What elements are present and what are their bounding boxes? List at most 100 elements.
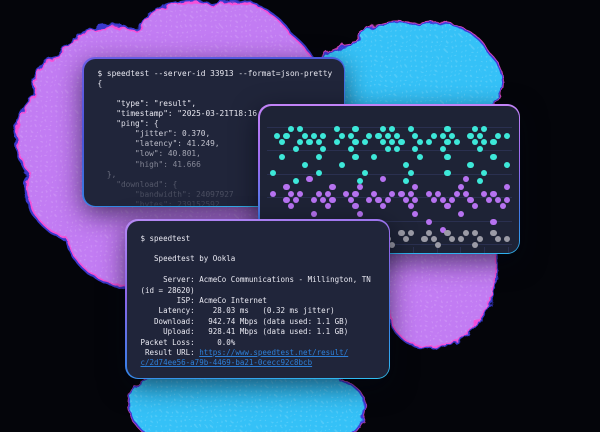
chart-dot-cyan xyxy=(333,138,341,145)
chart-dot-cyan xyxy=(494,132,502,139)
chart-dot-purple xyxy=(407,202,414,209)
chart-dot-purple xyxy=(379,202,387,209)
chart-dot-cyan xyxy=(301,161,309,168)
chart-dot-purple xyxy=(453,190,460,197)
chart-dot-purple xyxy=(425,190,433,197)
chart-dot-gray xyxy=(402,235,410,242)
chart-dot-purple xyxy=(343,190,350,197)
chart-dot-purple xyxy=(471,202,479,209)
chart-axis-tick xyxy=(507,246,509,253)
chart-dot-cyan xyxy=(384,145,391,152)
chart-dot-cyan xyxy=(425,138,433,145)
chart-dot-purple xyxy=(448,196,456,203)
chart-dot-cyan xyxy=(416,138,424,145)
chart-dot-purple xyxy=(356,210,364,217)
chart-dot-cyan xyxy=(471,125,479,132)
chart-dot-purple xyxy=(310,210,318,217)
chart-dot-purple xyxy=(366,196,373,203)
chart-dot-cyan xyxy=(315,169,322,176)
result-url-link[interactable]: c/2d74ee56-a79b-4469-ba21-0cecc92c8bcb xyxy=(140,358,313,368)
chart-dot-cyan xyxy=(292,145,299,152)
chart-dot-purple xyxy=(430,196,437,203)
chart-dot-purple xyxy=(485,196,493,203)
terminal-line: (id = 28620) xyxy=(141,286,381,296)
chart-dot-cyan xyxy=(439,132,447,139)
chart-dot-gray xyxy=(462,229,470,236)
chart-dot-cyan xyxy=(301,132,309,139)
terminal-text: Speedtest by Ookla xyxy=(140,254,236,264)
chart-dot-purple xyxy=(504,183,511,190)
terminal-line: $ speedtest xyxy=(141,234,381,244)
chart-dot-cyan xyxy=(416,153,424,160)
chart-dot-cyan xyxy=(453,138,460,145)
chart-dot-purple xyxy=(490,218,497,225)
chart-dot-cyan xyxy=(389,125,396,132)
chart-dot-cyan xyxy=(389,138,396,145)
chart-dot-cyan xyxy=(366,132,373,139)
chart-dot-cyan xyxy=(310,132,318,139)
chart-dot-cyan xyxy=(444,153,451,160)
chart-gridline xyxy=(266,126,512,128)
chart-dot-cyan xyxy=(476,132,483,139)
chart-dot-purple xyxy=(407,190,414,197)
chart-axis-tick xyxy=(436,246,438,253)
chart-dot-cyan xyxy=(379,125,387,132)
chart-dot-cyan xyxy=(481,125,488,132)
chart-dot-cyan xyxy=(476,145,483,152)
chart-dot-cyan xyxy=(278,153,286,160)
chart-dot-cyan xyxy=(287,125,295,132)
terminal-text: Result URL: xyxy=(140,347,200,357)
chart-dot-purple xyxy=(384,196,391,203)
chart-dot-cyan xyxy=(370,153,378,160)
chart-dot-cyan xyxy=(375,132,382,139)
chart-dot-gray xyxy=(448,235,456,242)
chart-dot-cyan xyxy=(292,177,299,184)
chart-dot-purple xyxy=(297,190,304,197)
chart-dot-cyan xyxy=(338,161,345,168)
chart-dot-cyan xyxy=(283,132,290,139)
terminal-line: Upload: 928.41 Mbps (data used: 1.1 GB) xyxy=(141,327,381,337)
chart-dot-gray xyxy=(490,229,497,236)
result-url-link[interactable]: https://www.speedtest.net/result/ xyxy=(199,347,349,357)
chart-dot-cyan xyxy=(352,153,359,160)
chart-dot-gray xyxy=(444,229,451,236)
chart-dot-cyan xyxy=(490,138,497,145)
chart-dot-gray xyxy=(421,235,428,242)
chart-dot-cyan xyxy=(333,125,341,132)
terminal-line: ISP: AcmeCo Internet xyxy=(141,296,381,306)
chart-dot-purple xyxy=(435,190,442,197)
chart-dot-cyan xyxy=(379,138,387,145)
chart-dot-cyan xyxy=(402,161,410,168)
chart-dot-purple xyxy=(458,210,465,217)
chart-dot-purple xyxy=(283,183,290,190)
chart-dot-cyan xyxy=(467,161,474,168)
chart-dot-purple xyxy=(389,190,396,197)
chart-dot-cyan xyxy=(306,138,313,145)
chart-dot-cyan xyxy=(471,138,479,145)
terminal-line: Server: AcmeCo Communications - Millingt… xyxy=(141,275,381,285)
chart-dot-cyan xyxy=(504,161,511,168)
chart-dot-purple xyxy=(352,202,359,209)
chart-dot-cyan xyxy=(490,153,497,160)
chart-dot-cyan xyxy=(393,132,401,139)
chart-dot-cyan xyxy=(274,132,281,139)
chart-axis-tick xyxy=(483,246,485,253)
chart-dot-purple xyxy=(375,196,382,203)
terminal-text: Download: 942.74 Mbps (data used: 1.1 GB… xyxy=(140,316,349,326)
chart-dot-purple xyxy=(287,190,295,197)
chart-dot-purple xyxy=(504,196,511,203)
chart-dot-purple xyxy=(467,196,474,203)
blue-cloud-top-right xyxy=(299,20,504,119)
chart-dot-purple xyxy=(490,190,497,197)
chart-dot-purple xyxy=(320,196,327,203)
chart-dot-purple xyxy=(499,202,506,209)
chart-dot-cyan xyxy=(444,169,451,176)
chart-dot-cyan xyxy=(384,132,391,139)
terminal-line: Latency: 28.03 ms (0.32 ms jitter) xyxy=(141,306,381,316)
chart-dot-purple xyxy=(370,190,378,197)
terminal-text: (id = 28620) xyxy=(140,285,195,295)
chart-dot-gray xyxy=(471,241,479,248)
chart-dot-cyan xyxy=(297,125,304,132)
terminal-line xyxy=(141,265,381,275)
chart-dot-cyan xyxy=(320,132,327,139)
